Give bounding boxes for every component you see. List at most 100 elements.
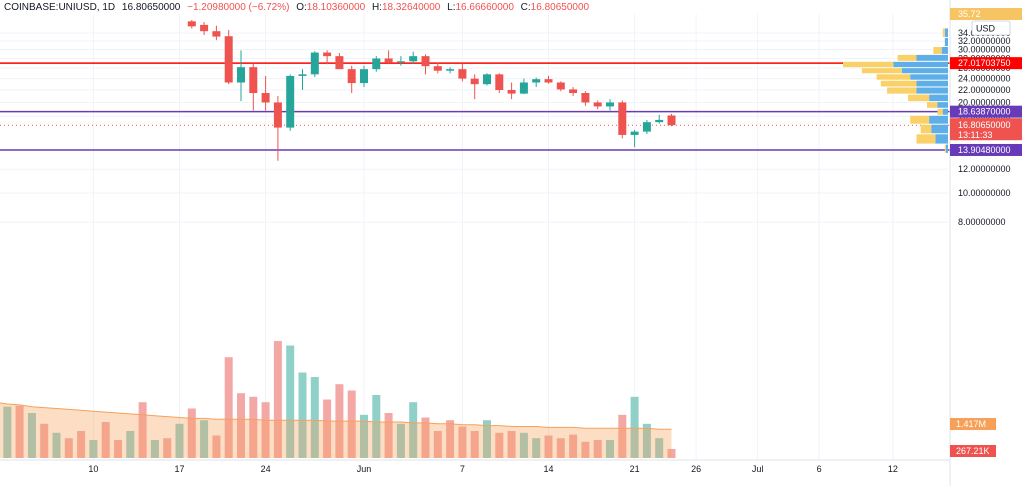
volume-bar [286, 345, 295, 458]
candle-body [507, 89, 516, 94]
profile-bar-down [897, 54, 917, 61]
profile-bar-down [908, 94, 930, 102]
volume-badge-bg [950, 445, 996, 457]
y-tick-label: 22.00000000 [958, 85, 1011, 95]
open-label: O: [296, 2, 307, 13]
candle-body [458, 69, 467, 79]
volume-bar [298, 372, 307, 458]
open-value: 18.10360000 [306, 2, 366, 13]
candle-body [310, 52, 319, 75]
candle-body [655, 119, 664, 123]
candle-body [360, 69, 368, 84]
profile-bar-up [929, 115, 948, 124]
volume-bar [52, 432, 61, 458]
volume-badge: 267.21K [956, 446, 990, 456]
candle-body [642, 122, 651, 132]
profile-bar-up [937, 102, 948, 108]
candle-body [618, 102, 627, 135]
candle-body [569, 89, 578, 94]
volume-bar [667, 449, 676, 458]
volume-bar [310, 377, 319, 458]
volume-bar [114, 440, 122, 458]
candle-body [396, 61, 405, 63]
volume-bar [323, 399, 332, 458]
symbol-label: COINBASE:UNIUSD, 1D [4, 2, 116, 13]
volume-bar [101, 422, 110, 458]
candle-body [409, 56, 418, 62]
top-badge: 35.72 [958, 9, 981, 19]
volume-bar [544, 435, 553, 458]
legend-header: COINBASE:UNIUSD, 1D 16.80650000 −1.20980… [4, 2, 589, 13]
volume-bar [163, 438, 172, 458]
volume-bar [470, 431, 479, 458]
volume-bar [40, 423, 49, 458]
horizontal-lines [0, 62, 950, 151]
profile-bar-down [887, 87, 917, 94]
profile-bar-up [931, 124, 948, 134]
volume-bar [347, 390, 356, 458]
price-axis: 34.0000000032.0000000030.0000000028.0000… [949, 0, 1024, 486]
candle-body [224, 36, 233, 83]
x-tick-label: 12 [888, 464, 898, 474]
volume-bar [261, 402, 270, 458]
candle-body [495, 74, 504, 90]
price-axis-bg [950, 0, 1024, 486]
profile-bar-down [937, 108, 943, 115]
x-tick-label: 7 [460, 464, 465, 474]
candle-body [187, 21, 196, 27]
volume-bar [655, 438, 664, 458]
volume-bar [150, 440, 159, 458]
x-tick-label: Jul [752, 464, 764, 474]
volume-bar [27, 413, 36, 458]
volume-bar [618, 414, 627, 458]
candle-body [446, 69, 455, 71]
volume-bar [446, 420, 455, 458]
candle-body [544, 79, 553, 83]
candle-body [483, 74, 491, 85]
volume-pane [0, 341, 676, 458]
candle-body [384, 58, 393, 63]
profile-bar-up [893, 61, 948, 68]
x-tick-label: 10 [88, 464, 98, 474]
candle-body [249, 67, 258, 94]
last-value: 16.80650000 [121, 2, 181, 13]
profile-bar-up [910, 74, 948, 80]
time-axis: 10 17 24 Jun 7 14 21 26 Jul 6 12 [0, 459, 950, 474]
volume-bar [433, 431, 442, 458]
candle-body [630, 131, 639, 135]
x-tick-label: 21 [630, 464, 640, 474]
candle-body [273, 102, 282, 128]
volume-bar [458, 426, 467, 458]
volume-bar [3, 406, 12, 458]
profile-bar-down [843, 61, 894, 68]
profile-bar-down [876, 74, 911, 80]
y-tick-label: 8.00000000 [958, 217, 1006, 227]
candle-body [593, 102, 602, 107]
profile-bar-up [942, 108, 948, 115]
y-tick-label: 10.00000000 [958, 188, 1011, 198]
last-price-badge: 16.80650000 [958, 120, 1011, 130]
low-value: 16.66660000 [455, 2, 514, 13]
hline-price-badge-bg [950, 143, 1022, 156]
volume-bar [384, 413, 393, 458]
volume-bar [507, 431, 516, 458]
volume-bar [630, 396, 639, 458]
hline-price-badge-bg [950, 105, 1022, 118]
candle-body [532, 79, 541, 83]
candle-body [237, 67, 245, 83]
candle-body [667, 115, 676, 126]
chart-grid [0, 14, 948, 460]
profile-bar-down [920, 124, 932, 134]
candle-body [200, 24, 209, 32]
last-price-badge-bg [950, 118, 1022, 141]
profile-bar-up [901, 68, 948, 74]
volume-bar [89, 440, 98, 458]
candle-body [323, 52, 332, 57]
volume-bar [175, 423, 184, 458]
volume-bar [642, 423, 651, 458]
low-label: L: [447, 2, 456, 13]
profile-bar-down [916, 134, 936, 144]
volume-bar [532, 438, 541, 458]
change-value: −1.20980000 (−6.72%) [187, 2, 290, 13]
